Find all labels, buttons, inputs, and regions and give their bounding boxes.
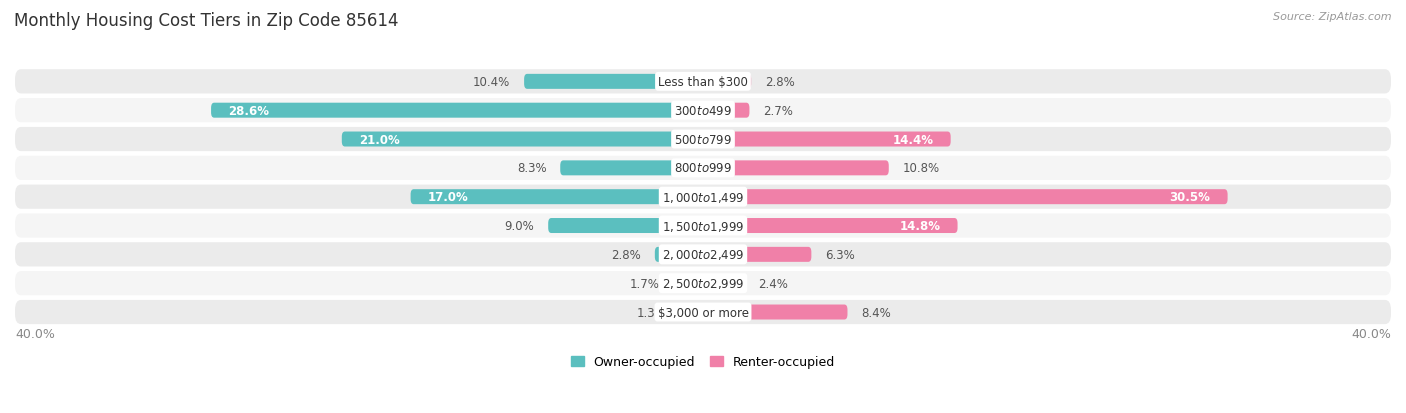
- Text: 28.6%: 28.6%: [228, 104, 270, 117]
- FancyBboxPatch shape: [703, 190, 1227, 205]
- FancyBboxPatch shape: [655, 247, 703, 262]
- FancyBboxPatch shape: [560, 161, 703, 176]
- Text: 2.8%: 2.8%: [765, 76, 794, 89]
- FancyBboxPatch shape: [703, 218, 957, 233]
- Text: 30.5%: 30.5%: [1170, 191, 1211, 204]
- Legend: Owner-occupied, Renter-occupied: Owner-occupied, Renter-occupied: [571, 356, 835, 368]
- Text: $800 to $999: $800 to $999: [673, 162, 733, 175]
- FancyBboxPatch shape: [15, 243, 1391, 267]
- FancyBboxPatch shape: [681, 305, 703, 320]
- Text: 1.3%: 1.3%: [637, 306, 666, 319]
- Text: $1,500 to $1,999: $1,500 to $1,999: [662, 219, 744, 233]
- FancyBboxPatch shape: [411, 190, 703, 205]
- Text: 40.0%: 40.0%: [15, 328, 55, 340]
- Text: $500 to $799: $500 to $799: [673, 133, 733, 146]
- Text: $2,500 to $2,999: $2,500 to $2,999: [662, 277, 744, 290]
- Text: 14.8%: 14.8%: [900, 219, 941, 233]
- Text: 8.4%: 8.4%: [862, 306, 891, 319]
- FancyBboxPatch shape: [15, 128, 1391, 152]
- FancyBboxPatch shape: [15, 70, 1391, 94]
- Text: 10.8%: 10.8%: [903, 162, 939, 175]
- FancyBboxPatch shape: [703, 132, 950, 147]
- Text: $1,000 to $1,499: $1,000 to $1,499: [662, 190, 744, 204]
- FancyBboxPatch shape: [15, 214, 1391, 238]
- Text: Monthly Housing Cost Tiers in Zip Code 85614: Monthly Housing Cost Tiers in Zip Code 8…: [14, 12, 398, 30]
- FancyBboxPatch shape: [15, 185, 1391, 209]
- Text: 14.4%: 14.4%: [893, 133, 934, 146]
- Text: 2.8%: 2.8%: [612, 248, 641, 261]
- FancyBboxPatch shape: [673, 276, 703, 291]
- FancyBboxPatch shape: [211, 103, 703, 119]
- FancyBboxPatch shape: [15, 300, 1391, 324]
- Text: 2.7%: 2.7%: [763, 104, 793, 117]
- FancyBboxPatch shape: [15, 271, 1391, 296]
- FancyBboxPatch shape: [703, 161, 889, 176]
- FancyBboxPatch shape: [703, 75, 751, 90]
- Text: 1.7%: 1.7%: [630, 277, 659, 290]
- FancyBboxPatch shape: [15, 157, 1391, 180]
- FancyBboxPatch shape: [548, 218, 703, 233]
- Text: 40.0%: 40.0%: [1351, 328, 1391, 340]
- FancyBboxPatch shape: [703, 103, 749, 119]
- Text: $2,000 to $2,499: $2,000 to $2,499: [662, 248, 744, 262]
- FancyBboxPatch shape: [15, 99, 1391, 123]
- FancyBboxPatch shape: [703, 247, 811, 262]
- Text: 6.3%: 6.3%: [825, 248, 855, 261]
- Text: 21.0%: 21.0%: [359, 133, 399, 146]
- Text: 2.4%: 2.4%: [758, 277, 787, 290]
- FancyBboxPatch shape: [703, 305, 848, 320]
- Text: 8.3%: 8.3%: [517, 162, 547, 175]
- Text: 10.4%: 10.4%: [472, 76, 510, 89]
- Text: $300 to $499: $300 to $499: [673, 104, 733, 117]
- FancyBboxPatch shape: [703, 276, 744, 291]
- Text: Less than $300: Less than $300: [658, 76, 748, 89]
- Text: $3,000 or more: $3,000 or more: [658, 306, 748, 319]
- FancyBboxPatch shape: [524, 75, 703, 90]
- Text: 9.0%: 9.0%: [505, 219, 534, 233]
- FancyBboxPatch shape: [342, 132, 703, 147]
- Text: 17.0%: 17.0%: [427, 191, 468, 204]
- Text: Source: ZipAtlas.com: Source: ZipAtlas.com: [1274, 12, 1392, 22]
